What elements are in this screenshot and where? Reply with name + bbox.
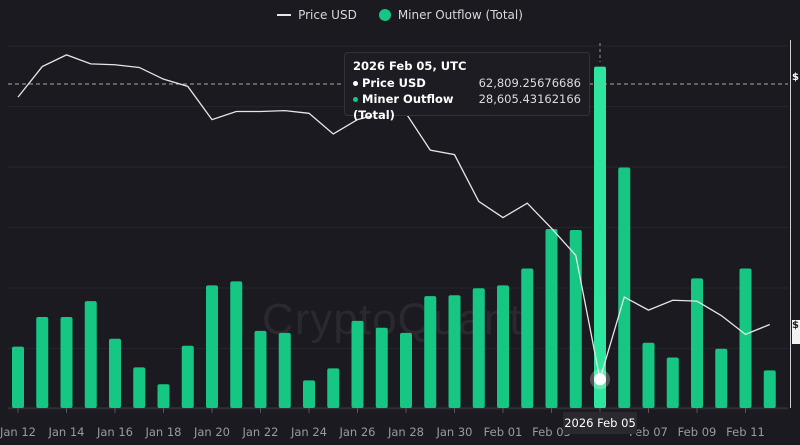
outflow-bar-feb-04[interactable] <box>569 229 582 408</box>
outflow-bar-jan-13[interactable] <box>36 316 49 408</box>
outflow-bar-feb-11[interactable] <box>739 268 752 408</box>
tooltip-outflow-label: Miner Outflow (Total) <box>353 92 454 122</box>
outflow-bar-feb-05[interactable] <box>594 66 606 408</box>
outflow-bar-feb-08[interactable] <box>666 357 679 408</box>
outflow-bar-jan-26[interactable] <box>351 320 364 408</box>
x-tick-label: Feb 09 <box>678 425 717 439</box>
legend-price-label: Price USD <box>298 8 357 22</box>
x-tick-label: Jan 28 <box>387 425 424 439</box>
tooltip-price-value: 62,809.25676686 <box>478 76 581 90</box>
outflow-bar-feb-06[interactable] <box>618 167 631 408</box>
x-tick-label: Jan 12 <box>0 425 36 439</box>
tooltip-row-price: Price USD 62,809.25676686 <box>353 75 581 91</box>
x-tick-label: Feb 03 <box>532 425 571 439</box>
tooltip-title: 2026 Feb 05, UTC <box>353 59 467 73</box>
outflow-bar-jan-16[interactable] <box>109 338 121 408</box>
x-tick-label: Feb 01 <box>484 425 523 439</box>
outflow-bar-jan-27[interactable] <box>375 327 388 408</box>
outflow-bar-jan-28[interactable] <box>400 332 412 408</box>
tooltip-row-outflow: Miner Outflow (Total) 28,605.43162166 <box>353 91 581 123</box>
outflow-bar-jan-21[interactable] <box>230 281 243 408</box>
outflow-bar-feb-12[interactable] <box>763 370 776 408</box>
outflow-bar-jan-19[interactable] <box>181 345 194 408</box>
legend-item-outflow[interactable]: Miner Outflow (Total) <box>378 8 523 22</box>
x-tick-label: Jan 16 <box>96 425 133 439</box>
tooltip-price-label: Price USD <box>362 76 426 90</box>
price-axis-tag-last: $ <box>792 320 800 344</box>
tooltip: 2026 Feb 05, UTC Price USD 62,809.256766… <box>344 52 590 122</box>
outflow-bar-jan-31[interactable] <box>472 288 485 408</box>
x-tick-label: Jan 20 <box>193 425 230 439</box>
outflow-bar-jan-30[interactable] <box>448 295 461 408</box>
outflow-bar-feb-02[interactable] <box>521 268 534 408</box>
hover-point[interactable] <box>594 373 606 386</box>
line-icon <box>277 14 292 16</box>
outflow-bar-jan-12[interactable] <box>12 346 24 408</box>
outflow-bar-feb-03[interactable] <box>545 229 558 408</box>
legend-outflow-label: Miner Outflow (Total) <box>397 8 523 22</box>
x-tick-label: Jan 22 <box>241 425 278 439</box>
x-tick-label: Jan 26 <box>338 425 375 439</box>
x-tick-label: Feb 11 <box>726 425 765 439</box>
outflow-bar-jan-22[interactable] <box>254 330 267 408</box>
outflow-bar-jan-29[interactable] <box>424 296 437 408</box>
outflow-bar-jan-17[interactable] <box>133 367 146 408</box>
outflow-bar-jan-15[interactable] <box>84 301 97 408</box>
hover-date-label: 2026 Feb 05 <box>563 412 637 434</box>
outflow-bar-jan-14[interactable] <box>60 316 73 408</box>
outflow-bar-feb-01[interactable] <box>497 285 509 408</box>
x-tick-label: Feb 07 <box>629 425 668 439</box>
tooltip-outflow-value: 28,605.43162166 <box>478 92 581 106</box>
x-tick-label: Jan 14 <box>47 425 84 439</box>
outflow-bar-jan-24[interactable] <box>303 380 315 408</box>
price-axis-tag-current: $ <box>792 72 800 96</box>
outflow-bar-jan-23[interactable] <box>278 332 291 408</box>
x-tick-label: Jan 30 <box>435 425 472 439</box>
outflow-bar-feb-09[interactable] <box>691 278 703 408</box>
dot-icon <box>378 9 391 21</box>
right-axis <box>790 40 800 408</box>
outflow-bar-feb-07[interactable] <box>642 342 655 408</box>
x-tick-label: Jan 24 <box>290 425 327 439</box>
outflow-bar-jan-20[interactable] <box>206 285 218 408</box>
outflow-bar-jan-18[interactable] <box>157 384 170 408</box>
outflow-bar-jan-25[interactable] <box>327 368 340 408</box>
outflow-bar-feb-10[interactable] <box>715 348 728 408</box>
price-bullet-icon <box>353 81 358 86</box>
x-tick-label: Jan 18 <box>144 425 181 439</box>
outflow-bullet-icon <box>353 97 358 102</box>
chart-legend: Price USD Miner Outflow (Total) <box>0 0 800 30</box>
legend-item-price[interactable]: Price USD <box>277 8 357 22</box>
